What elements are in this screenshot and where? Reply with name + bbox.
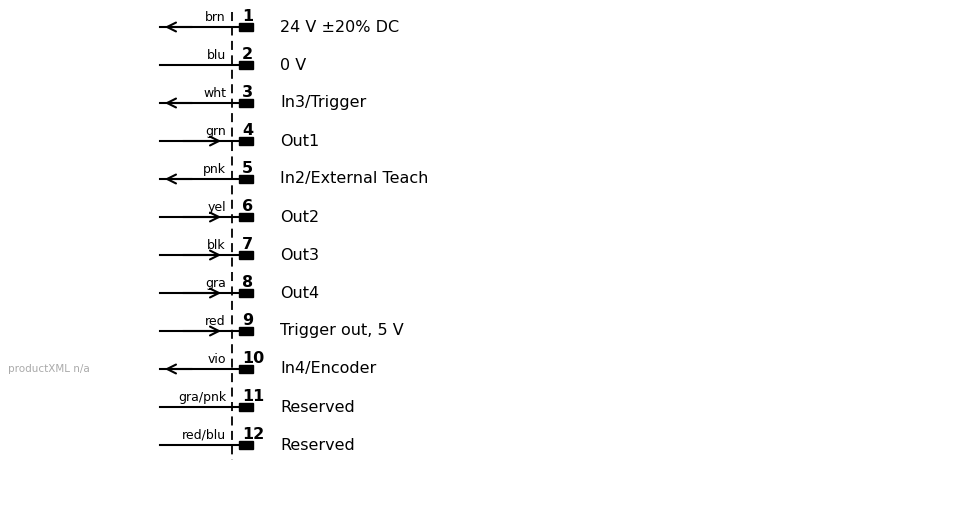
Text: brn: brn	[205, 11, 226, 24]
Bar	[238, 61, 253, 69]
Text: In2/External Teach: In2/External Teach	[280, 172, 428, 187]
Bar	[238, 441, 253, 449]
Bar	[238, 251, 253, 259]
Text: 3: 3	[241, 85, 253, 100]
Text: gra/pnk: gra/pnk	[177, 391, 226, 404]
Text: 11: 11	[241, 389, 264, 404]
Text: Trigger out, 5 V: Trigger out, 5 V	[280, 323, 403, 339]
Text: In3/Trigger: In3/Trigger	[280, 96, 366, 110]
Text: Out1: Out1	[280, 134, 319, 149]
Text: 1: 1	[241, 9, 253, 24]
Text: 9: 9	[241, 313, 253, 328]
Text: red/blu: red/blu	[181, 429, 226, 442]
Text: blu: blu	[206, 49, 226, 62]
Text: 24 V ±20% DC: 24 V ±20% DC	[280, 19, 398, 34]
Bar	[238, 175, 253, 183]
Bar	[238, 289, 253, 297]
Text: pnk: pnk	[203, 163, 226, 176]
Text: 6: 6	[241, 199, 253, 214]
Text: Out4: Out4	[280, 285, 319, 301]
Text: In4/Encoder: In4/Encoder	[280, 361, 376, 376]
Bar	[238, 23, 253, 31]
Text: 10: 10	[241, 351, 264, 366]
Text: 2: 2	[241, 47, 253, 62]
Text: Reserved: Reserved	[280, 399, 355, 414]
Text: Reserved: Reserved	[280, 437, 355, 452]
Text: vio: vio	[207, 353, 226, 366]
Text: Out2: Out2	[280, 210, 319, 225]
Text: productXML n/a: productXML n/a	[8, 364, 90, 374]
Text: 5: 5	[241, 161, 253, 176]
Text: 7: 7	[241, 237, 253, 252]
Bar	[238, 365, 253, 373]
Bar	[238, 327, 253, 335]
Bar	[238, 99, 253, 107]
Bar	[238, 403, 253, 411]
Text: gra: gra	[204, 277, 226, 290]
Text: yel: yel	[207, 201, 226, 214]
Bar	[238, 213, 253, 221]
Text: 4: 4	[241, 123, 253, 138]
Text: 12: 12	[241, 427, 264, 442]
Text: Out3: Out3	[280, 248, 319, 263]
Text: grn: grn	[205, 125, 226, 138]
Text: 0 V: 0 V	[280, 58, 306, 72]
Text: wht: wht	[203, 87, 226, 100]
Bar	[238, 137, 253, 145]
Text: blk: blk	[207, 239, 226, 252]
Text: 8: 8	[241, 275, 253, 290]
Text: red: red	[205, 315, 226, 328]
